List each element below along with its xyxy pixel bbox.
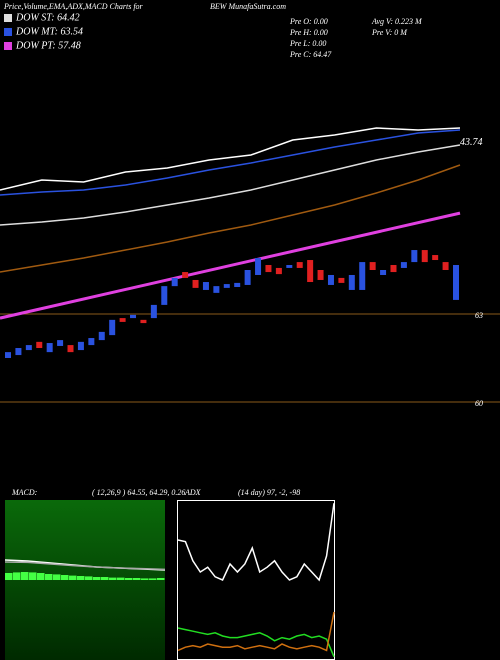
candle-body [317,270,324,280]
candle-body [150,304,157,319]
y-tick-label: 60 [475,399,483,408]
candle-body [255,257,262,275]
histogram-bar [101,577,109,580]
trend-line [0,211,461,320]
candle-body [400,262,407,268]
candle-body [98,331,105,341]
histogram-bar [21,572,29,580]
page-title: Price,Volume,EMA,ADX,MACD Charts for [3,2,144,11]
macd-title: MACD: [11,488,38,497]
histogram-bar [53,574,61,580]
candle-body [130,314,137,319]
histogram-bar [109,577,117,580]
candle-body [234,282,241,288]
candle-body [286,265,293,268]
histogram-bar [61,575,69,580]
line [177,611,335,652]
histogram-bar [13,572,21,580]
candle-body [109,319,116,336]
info: Avg V: 0.223 M [371,17,423,26]
histogram-bar [133,578,141,580]
histogram-bar [149,578,157,580]
candle-body [442,262,449,270]
line [4,561,166,571]
candle-body [202,282,209,290]
candle-body [5,352,11,358]
line [177,627,335,658]
candle-body [390,265,397,273]
legend-swatch [4,14,12,22]
candle-body [192,279,199,288]
legend-swatch [4,42,12,50]
candle-body [275,267,282,275]
candle-body [359,262,366,290]
info: Pre H: 0.00 [289,28,328,37]
histogram-bar [37,573,45,580]
line [0,144,461,226]
candle-body [140,319,147,324]
candle-body [296,262,303,268]
candle-body [67,345,74,353]
candle-body [453,265,459,300]
candle-body [338,277,345,283]
candle-body [213,286,220,293]
candle-body [119,318,126,322]
candle-body [369,262,376,270]
legend-swatch [4,28,12,36]
candle-body [46,343,53,353]
candle-body [411,250,418,263]
line [177,503,335,582]
histogram-bar [29,572,37,580]
histogram-bar [5,573,13,580]
candle-body [265,265,272,273]
histogram-bar [85,576,93,580]
info: Pre C: 64.47 [289,50,332,59]
info: Pre O: 0.00 [289,17,328,26]
candle-body [244,270,251,285]
candle-body [182,272,189,278]
candle-body [161,286,168,305]
candle-body [57,340,64,346]
histogram-bar [157,578,165,580]
histogram-bar [141,578,149,580]
site-title: BEW MunafaSutra.com [210,2,286,11]
adx-panel [177,500,335,660]
info: Pre V: 0 M [371,28,408,37]
candle-body [421,250,428,263]
histogram-bar [45,574,53,580]
histogram-bar [125,578,133,580]
candle-body [327,274,334,285]
candle-body [36,341,43,349]
histogram-bar [77,576,85,580]
legend-label: DOW PT: 57.48 [15,40,81,51]
candle-body [307,260,314,283]
line [0,129,461,196]
histogram-bar [93,577,101,580]
macd-params: ( 12,26,9 ) 64.55, 64.29, 0.26 [92,488,185,497]
candle-body [88,338,95,346]
adx-params: (14 day) 97, -2, -98 [238,488,300,497]
candle-body [15,348,22,356]
histogram-bar [69,575,77,580]
candle-body [25,345,32,351]
candle-body [223,284,230,288]
candle-body [432,255,439,261]
candle-body [77,341,84,351]
line [0,127,461,191]
legend-label: DOW ST: 64.42 [15,12,80,23]
legend-label: DOW MT: 63.54 [15,26,83,37]
candle-body [171,277,178,287]
adx-title: ADX [184,488,202,497]
line [0,164,461,273]
info: Pre L: 0.00 [289,39,326,48]
y-tick-label: 63 [475,311,483,320]
candle-body [380,270,387,275]
annotation: 43.74 [460,137,483,148]
histogram-bar [117,577,125,580]
candle-body [348,274,355,290]
